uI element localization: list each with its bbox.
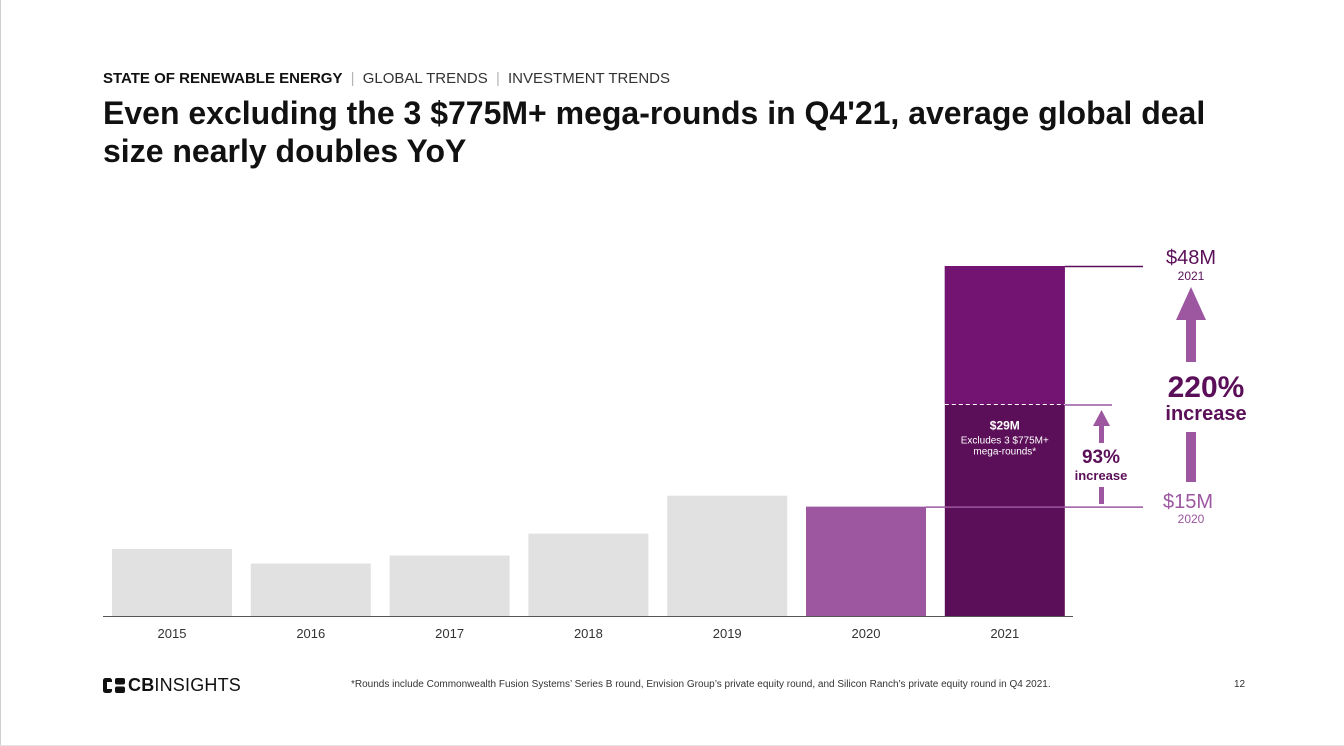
x-tick-label-2018: 2018 bbox=[574, 626, 603, 641]
bar-2018 bbox=[528, 533, 649, 616]
cb-insights-logo-icon bbox=[103, 677, 125, 693]
breadcrumb-section: STATE OF RENEWABLE ENERGY bbox=[103, 70, 343, 87]
big-arrow-head bbox=[1176, 287, 1206, 320]
small-arrow-shaft-upper bbox=[1099, 423, 1104, 443]
breadcrumb-separator: | bbox=[495, 70, 500, 87]
big-increase-percent: 220% bbox=[1168, 371, 1245, 404]
x-tick-label-2016: 2016 bbox=[296, 626, 325, 641]
x-tick-label-2019: 2019 bbox=[713, 626, 742, 641]
top-value-label: $48M bbox=[1166, 247, 1216, 269]
breadcrumb-global-trends: GLOBAL TRENDS bbox=[362, 70, 488, 87]
big-arrow-shaft-lower bbox=[1186, 432, 1196, 482]
inner-increase-word: increase bbox=[1075, 468, 1128, 483]
bottom-year-label: 2020 bbox=[1178, 512, 1205, 526]
bar-2020 bbox=[806, 506, 926, 616]
x-tick-label-2015: 2015 bbox=[158, 626, 187, 641]
bar-2015 bbox=[112, 548, 232, 616]
breadcrumb: STATE OF RENEWABLE ENERGY | GLOBAL TREND… bbox=[103, 70, 670, 87]
bar-2021-mega-rounds-segment bbox=[944, 266, 1065, 405]
cb-insights-logo: CBINSIGHTS bbox=[103, 674, 241, 696]
slide-left-border bbox=[0, 0, 1, 746]
x-tick-label-2021: 2021 bbox=[990, 626, 1019, 641]
bar-2019 bbox=[667, 495, 788, 616]
bar-label-value: $29M bbox=[990, 419, 1020, 433]
page-title: Even excluding the 3 $775M+ mega-rounds … bbox=[103, 95, 1206, 169]
bar-label-note-line2: mega-rounds* bbox=[973, 447, 1036, 458]
top-year-label: 2021 bbox=[1178, 269, 1205, 283]
bar-2017 bbox=[389, 555, 510, 616]
cb-insights-logo-text: CBINSIGHTS bbox=[128, 674, 242, 695]
big-arrow-shaft-upper bbox=[1186, 318, 1196, 362]
bottom-value-label: $15M bbox=[1163, 491, 1213, 513]
big-increase-word: increase bbox=[1165, 403, 1246, 425]
small-arrow-head bbox=[1093, 410, 1110, 426]
small-arrow-shaft-lower bbox=[1099, 487, 1104, 504]
bar-2016 bbox=[250, 563, 371, 616]
x-tick-label-2017: 2017 bbox=[435, 626, 464, 641]
bar-label-note-line1: Excludes 3 $775M+ bbox=[961, 436, 1049, 447]
footnote: *Rounds include Commonwealth Fusion Syst… bbox=[351, 679, 1051, 690]
inner-increase-percent: 93% bbox=[1082, 447, 1120, 468]
breadcrumb-investment-trends: INVESTMENT TRENDS bbox=[508, 70, 670, 87]
x-tick-label-2020: 2020 bbox=[852, 626, 881, 641]
breadcrumb-separator: | bbox=[350, 70, 355, 87]
page-number: 12 bbox=[1234, 679, 1246, 690]
